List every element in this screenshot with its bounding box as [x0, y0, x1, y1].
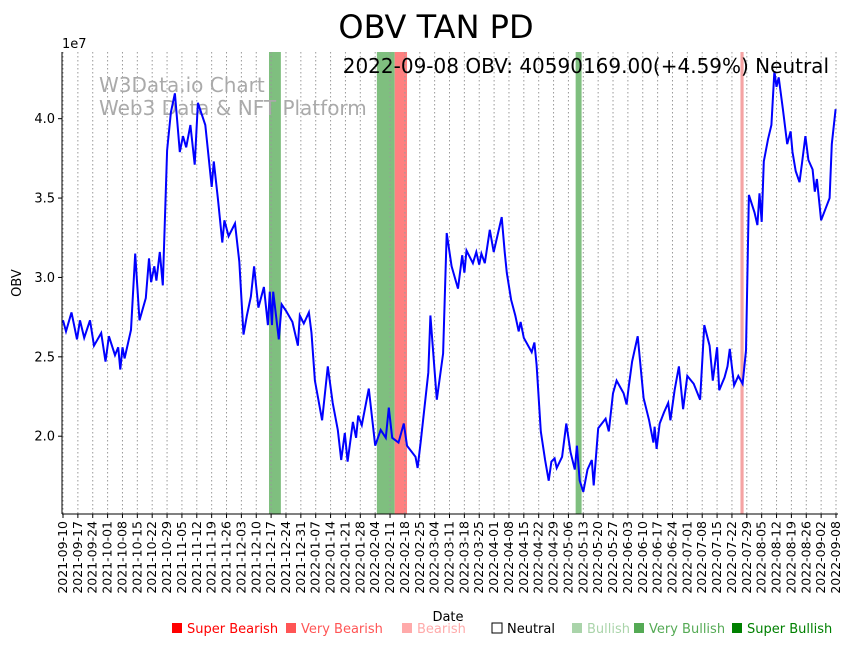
y-offset-label: 1e7	[62, 37, 87, 52]
y-tick-label: 2.5	[34, 350, 55, 365]
x-tick-label: 2022-07-22	[724, 521, 739, 594]
x-tick-label: 2022-06-10	[635, 521, 650, 594]
signal-band	[376, 52, 395, 514]
x-tick-label: 2022-03-18	[456, 521, 471, 594]
x-tick-label: 2022-06-24	[664, 521, 679, 594]
x-tick-label: 2022-05-27	[605, 521, 620, 594]
x-tick-label: 2022-04-15	[516, 521, 531, 594]
x-tick-label: 2021-09-10	[55, 521, 70, 594]
y-tick-label: 3.0	[34, 271, 55, 286]
y-tick-label: 2.0	[34, 430, 55, 445]
legend-swatch	[732, 623, 742, 633]
legend-swatch	[286, 623, 296, 633]
y-tick-label: 4.0	[34, 112, 55, 127]
x-tick-label: 2021-12-03	[233, 521, 248, 594]
x-tick-label: 2022-06-03	[620, 521, 635, 594]
x-tick-label: 2021-11-19	[204, 521, 219, 594]
x-tick-label: 2022-01-28	[352, 521, 367, 594]
chart-subtitle: 2022-09-08 OBV: 40590169.00(+4.59%) Neut…	[343, 54, 829, 78]
x-tick-label: 2021-11-26	[219, 521, 234, 594]
legend-label: Bullish	[587, 622, 630, 637]
x-tick-label: 2021-10-01	[100, 521, 115, 594]
x-tick-label: 2022-02-18	[397, 521, 412, 594]
x-tick-label: 2022-04-08	[501, 521, 516, 594]
x-tick-label: 2022-07-29	[739, 521, 754, 594]
chart-title: OBV TAN PD	[338, 8, 533, 46]
x-tick-label: 2022-09-02	[813, 521, 828, 594]
signal-band	[394, 52, 408, 514]
x-tick-label: 2022-05-20	[590, 521, 605, 594]
x-tick-label: 2022-08-05	[754, 521, 769, 594]
x-tick-label: 2022-04-01	[486, 521, 501, 594]
x-tick-label: 2022-02-11	[382, 521, 397, 594]
x-tick-label: 2022-01-14	[323, 521, 338, 594]
x-tick-label: 2022-04-29	[546, 521, 561, 594]
x-tick-label: 2022-07-15	[709, 521, 724, 594]
signal-band	[740, 52, 744, 514]
x-tick-label: 2022-03-04	[427, 521, 442, 594]
y-axis-label: OBV	[10, 269, 25, 297]
signal-band	[575, 52, 582, 514]
legend-label: Super Bearish	[187, 622, 278, 637]
x-tick-label: 2021-10-22	[144, 521, 159, 594]
x-tick-label: 2021-11-12	[189, 521, 204, 594]
watermark-line-1: W3Data.io Chart	[99, 73, 265, 97]
x-tick-label: 2022-07-01	[679, 521, 694, 594]
x-tick-label: 2022-05-13	[575, 521, 590, 594]
x-tick-label: 2022-06-17	[650, 521, 665, 594]
x-tick-label: 2021-12-17	[263, 521, 278, 594]
x-tick-label: 2022-05-06	[560, 521, 575, 594]
x-tick-label: 2021-10-15	[129, 521, 144, 594]
legend-label: Super Bullish	[747, 622, 832, 637]
x-tick-label: 2022-04-22	[531, 521, 546, 594]
y-tick-label: 3.5	[34, 192, 55, 207]
watermark-line-2: Web3 Data & NFT Platform	[99, 96, 367, 120]
legend-swatch	[491, 622, 503, 634]
x-tick-label: 2022-08-26	[798, 521, 813, 594]
x-tick-label: 2022-02-04	[367, 521, 382, 594]
x-tick-label: 2022-01-21	[337, 521, 352, 594]
legend-swatch	[634, 623, 644, 633]
x-tick-label: 2022-08-19	[783, 521, 798, 594]
x-tick-label: 2021-09-24	[85, 521, 100, 594]
legend-swatch	[572, 623, 582, 633]
x-tick-label: 2021-12-24	[278, 521, 293, 594]
signal-band	[268, 52, 281, 514]
obv-line	[62, 70, 837, 493]
x-tick-label: 2021-10-08	[114, 521, 129, 594]
x-tick-label: 2022-09-08	[828, 521, 843, 594]
legend: Super Bearish Very Bearish Bearish Neutral B…	[172, 622, 832, 637]
legend-label: Neutral	[507, 622, 555, 637]
legend-label: Very Bearish	[301, 622, 383, 637]
x-tick-label: 2022-03-11	[442, 521, 457, 594]
legend-swatch	[172, 623, 182, 633]
x-axis-label: Date	[432, 610, 463, 625]
x-tick-label: 2022-08-12	[769, 521, 784, 594]
x-tick-label: 2022-07-08	[694, 521, 709, 594]
legend-label: Bearish	[417, 622, 466, 637]
x-tick-label: 2022-01-07	[308, 521, 323, 594]
x-tick-label: 2021-12-31	[293, 521, 308, 594]
x-tick-label: 2021-11-05	[174, 521, 189, 594]
x-tick-label: 2021-10-29	[159, 521, 174, 594]
legend-label: Very Bullish	[649, 622, 725, 637]
legend-swatch	[402, 623, 412, 633]
x-tick-label: 2021-12-10	[248, 521, 263, 594]
x-tick-label: 2021-09-17	[70, 521, 85, 594]
x-tick-label: 2022-02-25	[412, 521, 427, 594]
x-tick-label: 2022-03-25	[471, 521, 486, 594]
